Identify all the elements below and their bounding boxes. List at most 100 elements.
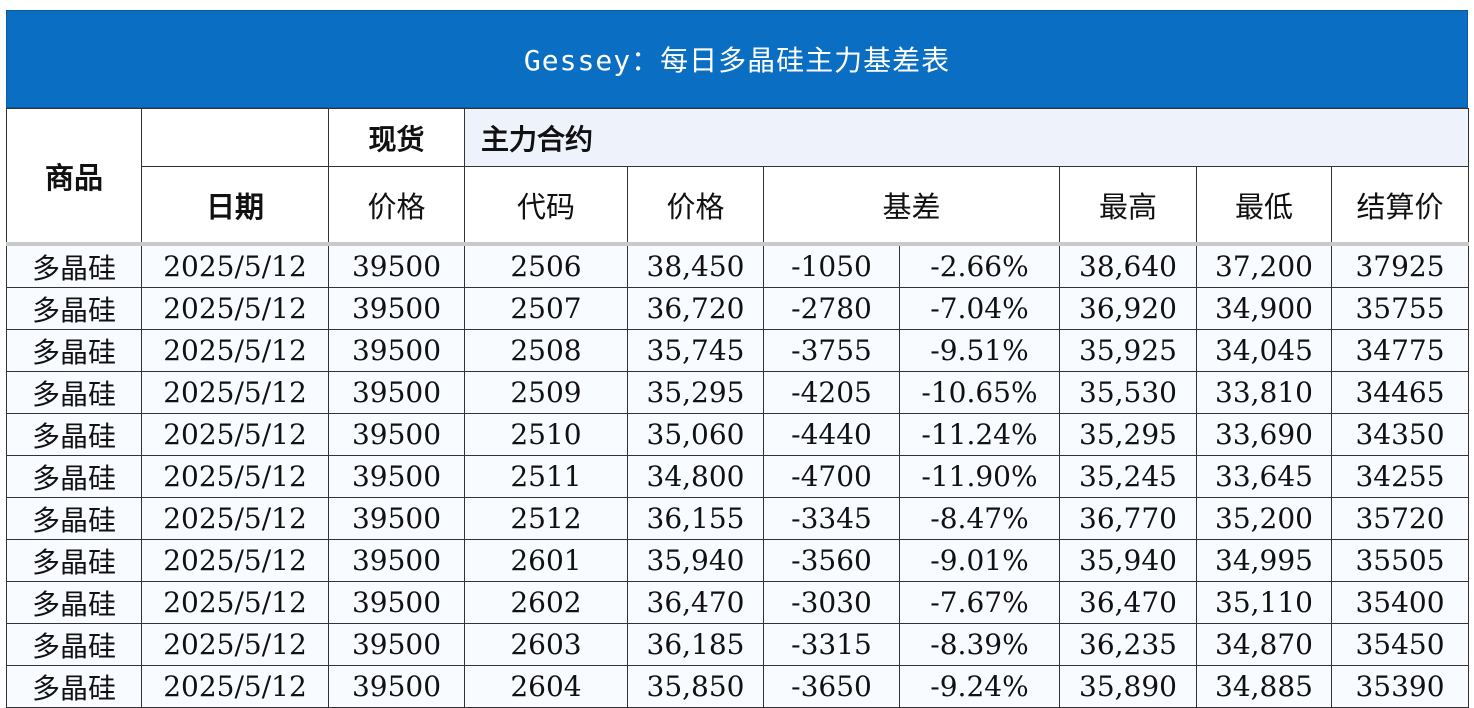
cell-price: 36,470 [627, 581, 764, 624]
table-row: 多晶硅 2025/5/12 39500 2508 35,745 -3755 -9.51% 35… [6, 329, 1470, 372]
table-row: 多晶硅 2025/5/12 39500 2511 34,800 -4700 -11.90% 3… [6, 455, 1470, 498]
cell-code: 2511 [464, 455, 628, 498]
cell-date: 2025/5/12 [141, 581, 329, 624]
cell-price: 35,060 [627, 413, 764, 456]
cell-high: 35,530 [1059, 371, 1197, 414]
cell-spot-price: 39500 [328, 413, 465, 456]
cell-product: 多晶硅 [6, 455, 142, 498]
cell-high: 35,940 [1059, 539, 1197, 582]
cell-basis-pct: -9.24% [899, 665, 1060, 708]
cell-low: 33,810 [1196, 371, 1332, 414]
cell-date: 2025/5/12 [141, 455, 329, 498]
cell-spot-price: 39500 [328, 329, 465, 372]
table-row: 多晶硅 2025/5/12 39500 2512 36,155 -3345 -8.47% 36… [6, 497, 1470, 540]
cell-spot-price: 39500 [328, 539, 465, 582]
cell-settle: 34255 [1330, 455, 1470, 498]
cell-basis: -1050 [763, 242, 900, 288]
table-row: 多晶硅 2025/5/12 39500 2507 36,720 -2780 -7.04% 36… [6, 287, 1470, 330]
cell-settle: 35505 [1330, 539, 1470, 582]
header-blank [141, 108, 329, 167]
table-row: 多晶硅 2025/5/12 39500 2603 36,185 -3315 -8.39% 36… [6, 623, 1470, 666]
cell-spot-price: 39500 [328, 665, 465, 708]
cell-date: 2025/5/12 [141, 665, 329, 708]
table-row: 多晶硅 2025/5/12 39500 2602 36,470 -3030 -7.67% 36… [6, 581, 1470, 624]
cell-low: 33,645 [1196, 455, 1332, 498]
cell-low: 34,045 [1196, 329, 1332, 372]
cell-code: 2508 [464, 329, 628, 372]
cell-product: 多晶硅 [6, 413, 142, 456]
cell-price: 36,155 [627, 497, 764, 540]
header-low: 最低 [1196, 166, 1332, 245]
cell-basis-pct: -2.66% [899, 242, 1060, 288]
cell-basis-pct: -9.01% [899, 539, 1060, 582]
cell-basis: -3650 [763, 665, 900, 708]
header-contract: 主力合约 [463, 108, 1470, 167]
cell-code: 2603 [464, 623, 628, 666]
cell-basis-pct: -7.04% [899, 287, 1060, 330]
table-row: 多晶硅 2025/5/12 39500 2604 35,850 -3650 -9.24% 35… [6, 665, 1470, 708]
cell-product: 多晶硅 [6, 665, 142, 708]
cell-date: 2025/5/12 [141, 623, 329, 666]
cell-date: 2025/5/12 [141, 287, 329, 330]
cell-low: 33,690 [1196, 413, 1332, 456]
cell-product: 多晶硅 [6, 581, 142, 624]
cell-basis: -4700 [763, 455, 900, 498]
cell-product: 多晶硅 [6, 497, 142, 540]
table-row: 多晶硅 2025/5/12 39500 2510 35,060 -4440 -11.24% 3… [6, 413, 1470, 456]
table-row: 多晶硅 2025/5/12 39500 2601 35,940 -3560 -9.01% 35… [6, 539, 1470, 582]
cell-low: 34,870 [1196, 623, 1332, 666]
cell-basis: -2780 [763, 287, 900, 330]
header-high: 最高 [1059, 166, 1197, 245]
cell-product: 多晶硅 [6, 539, 142, 582]
cell-spot-price: 39500 [328, 581, 465, 624]
cell-price: 38,450 [627, 242, 764, 288]
cell-basis-pct: -7.67% [899, 581, 1060, 624]
cell-price: 35,940 [627, 539, 764, 582]
cell-spot-price: 39500 [328, 371, 465, 414]
cell-spot-price: 39500 [328, 623, 465, 666]
cell-settle: 34465 [1330, 371, 1470, 414]
cell-high: 35,890 [1059, 665, 1197, 708]
cell-product: 多晶硅 [6, 329, 142, 372]
cell-basis-pct: -11.24% [899, 413, 1060, 456]
cell-price: 35,850 [627, 665, 764, 708]
cell-basis: -3560 [763, 539, 900, 582]
cell-basis-pct: -10.65% [899, 371, 1060, 414]
cell-code: 2507 [464, 287, 628, 330]
cell-low: 34,885 [1196, 665, 1332, 708]
cell-high: 36,470 [1059, 581, 1197, 624]
cell-basis: -4205 [763, 371, 900, 414]
cell-price: 35,745 [627, 329, 764, 372]
cell-high: 36,770 [1059, 497, 1197, 540]
cell-date: 2025/5/12 [141, 539, 329, 582]
cell-low: 35,110 [1196, 581, 1332, 624]
sheet-title: Gessey：每日多晶硅主力基差表 [6, 10, 1468, 108]
basis-sheet: Gessey：每日多晶硅主力基差表 商品 现货 主力合约 日期 价格 [6, 10, 1470, 708]
header-code: 代码 [464, 166, 628, 245]
cell-spot-price: 39500 [328, 287, 465, 330]
cell-settle: 35720 [1330, 497, 1470, 540]
header-spot: 现货 [328, 108, 465, 167]
header-basis: 基差 [763, 166, 1060, 245]
cell-high: 35,245 [1059, 455, 1197, 498]
cell-price: 36,185 [627, 623, 764, 666]
cell-low: 34,900 [1196, 287, 1332, 330]
header-settle: 结算价 [1330, 166, 1470, 245]
cell-basis-pct: -9.51% [899, 329, 1060, 372]
cell-settle: 35390 [1330, 665, 1470, 708]
cell-high: 35,925 [1059, 329, 1197, 372]
cell-basis: -4440 [763, 413, 900, 456]
cell-basis-pct: -11.90% [899, 455, 1060, 498]
cell-basis: -3755 [763, 329, 900, 372]
header-product: 商品 [6, 108, 142, 245]
cell-code: 2506 [464, 242, 628, 288]
cell-date: 2025/5/12 [141, 242, 329, 288]
cell-price: 36,720 [627, 287, 764, 330]
cell-settle: 35450 [1330, 623, 1470, 666]
cell-price: 34,800 [627, 455, 764, 498]
cell-code: 2510 [464, 413, 628, 456]
cell-code: 2602 [464, 581, 628, 624]
cell-settle: 35755 [1330, 287, 1470, 330]
cell-basis: -3345 [763, 497, 900, 540]
cell-spot-price: 39500 [328, 497, 465, 540]
